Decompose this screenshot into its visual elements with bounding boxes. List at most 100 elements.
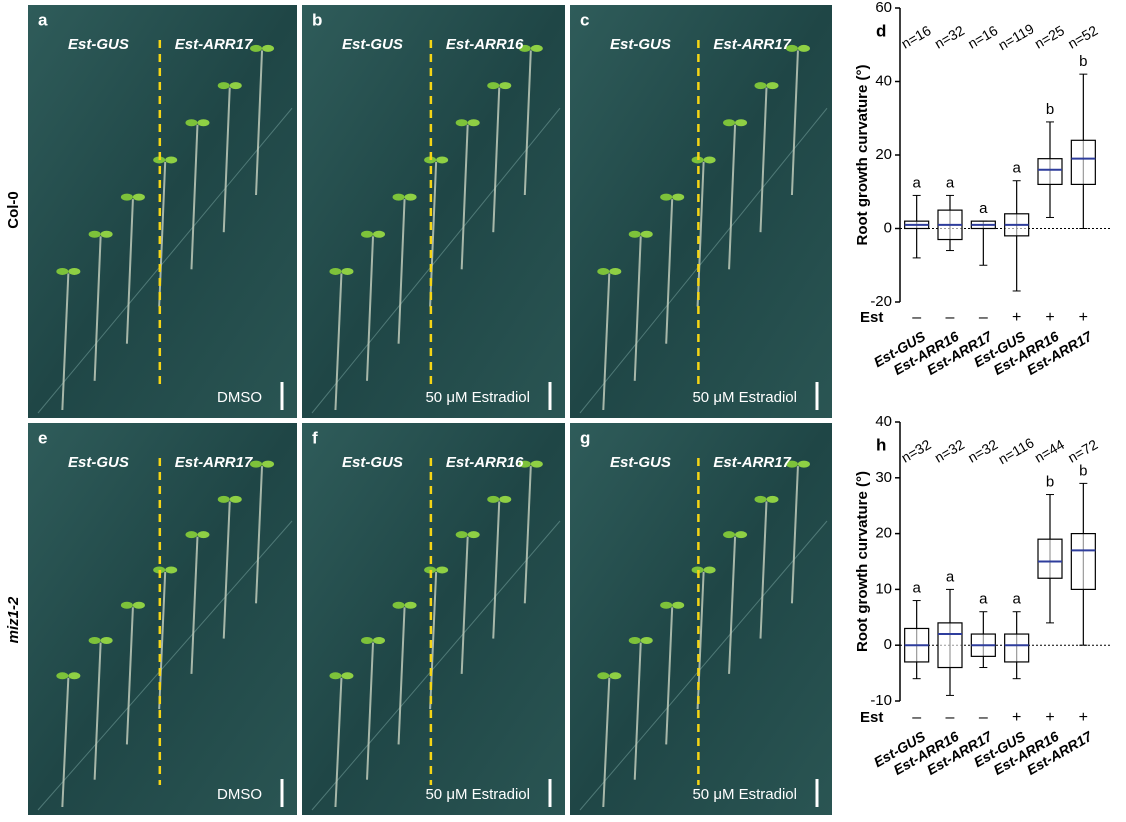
box: [1070, 139, 1096, 186]
y-tick-label: 40: [875, 413, 892, 430]
cotyledon: [329, 267, 342, 275]
root: [397, 199, 406, 344]
root: [696, 161, 705, 307]
cotyledon: [197, 119, 210, 127]
box: [1037, 158, 1063, 186]
cotyledon: [132, 193, 145, 201]
row-label: miz1-2: [5, 596, 22, 643]
cotyledon: [120, 193, 133, 201]
cotyledon: [68, 267, 81, 275]
y-label: Root growth curvature (°): [854, 471, 871, 652]
cotyledon: [703, 156, 716, 164]
root: [158, 161, 167, 307]
est-value: –: [946, 709, 955, 726]
cotyledon: [373, 230, 386, 238]
y-tick-label: 10: [875, 580, 892, 597]
genotype-label: Est-GUS: [610, 454, 671, 471]
root: [665, 199, 674, 344]
est-label: Est: [860, 709, 883, 726]
cotyledon: [373, 637, 386, 645]
significance-letter: b: [1079, 462, 1087, 479]
cotyledon: [735, 531, 748, 539]
cotyledon: [361, 637, 374, 645]
box: [1070, 532, 1096, 590]
cotyledon: [262, 460, 275, 468]
y-tick-label: 60: [875, 0, 892, 16]
significance-letter: b: [1079, 53, 1087, 70]
genotype-label: Est-ARR17: [713, 36, 791, 53]
root: [255, 50, 264, 196]
cotyledon: [609, 672, 622, 680]
est-label: Est: [860, 309, 883, 326]
cotyledon: [88, 230, 101, 238]
cotyledon: [100, 637, 113, 645]
cotyledon: [597, 267, 610, 275]
treatment-label: DMSO: [217, 786, 262, 803]
root: [759, 501, 768, 639]
est-value: +: [1045, 709, 1054, 726]
panel-label: d: [876, 21, 886, 40]
cotyledon: [723, 531, 736, 539]
cotyledon: [754, 82, 767, 90]
n-label: n=72: [1065, 436, 1100, 466]
cotyledon: [404, 601, 417, 609]
root: [633, 642, 642, 780]
cotyledon: [518, 44, 531, 52]
cotyledon: [262, 44, 275, 52]
cotyledon: [132, 601, 145, 609]
panel-label: h: [876, 435, 886, 454]
root: [93, 642, 102, 780]
root: [602, 677, 611, 808]
cotyledon: [436, 566, 449, 574]
genotype-label: Est-ARR16: [446, 36, 524, 53]
genotype-label: Est-ARR16: [446, 454, 524, 471]
cotyledon: [766, 82, 779, 90]
treatment-label: 50 μM Estradiol: [692, 389, 797, 406]
box: [1037, 538, 1063, 579]
cotyledon: [672, 193, 685, 201]
plate-edge: [579, 520, 828, 811]
cotyledon: [165, 566, 178, 574]
n-label: n=52: [1065, 22, 1100, 52]
root: [125, 199, 134, 344]
cotyledon: [703, 566, 716, 574]
root: [633, 236, 642, 381]
n-label: n=16: [965, 22, 1000, 52]
root: [334, 273, 343, 411]
significance-letter: b: [1046, 101, 1054, 118]
est-value: +: [1079, 309, 1088, 326]
significance-letter: a: [912, 174, 921, 191]
cotyledon: [229, 495, 242, 503]
cotyledon: [424, 566, 437, 574]
root: [255, 466, 264, 604]
cotyledon: [217, 495, 230, 503]
root: [158, 571, 167, 710]
significance-letter: a: [979, 591, 988, 608]
n-label: n=44: [1032, 436, 1067, 466]
root: [366, 236, 375, 381]
cotyledon: [100, 230, 113, 238]
cotyledon: [229, 82, 242, 90]
cotyledon: [68, 672, 81, 680]
panel-letter: a: [38, 10, 48, 29]
cotyledon: [785, 44, 798, 52]
cotyledon: [530, 460, 543, 468]
cotyledon: [165, 156, 178, 164]
root: [460, 536, 469, 674]
root: [696, 571, 705, 710]
cotyledon: [120, 601, 133, 609]
root: [334, 677, 343, 808]
root: [790, 466, 799, 604]
cotyledon: [499, 82, 512, 90]
y-tick-label: 40: [875, 72, 892, 89]
genotype-label: Est-GUS: [68, 454, 129, 471]
significance-letter: a: [1012, 591, 1021, 608]
cotyledon: [797, 44, 810, 52]
plate-edge: [579, 107, 828, 414]
root: [460, 124, 469, 270]
cotyledon: [609, 267, 622, 275]
cotyledon: [56, 267, 69, 275]
cotyledon: [530, 44, 543, 52]
plate-edge: [311, 520, 561, 811]
